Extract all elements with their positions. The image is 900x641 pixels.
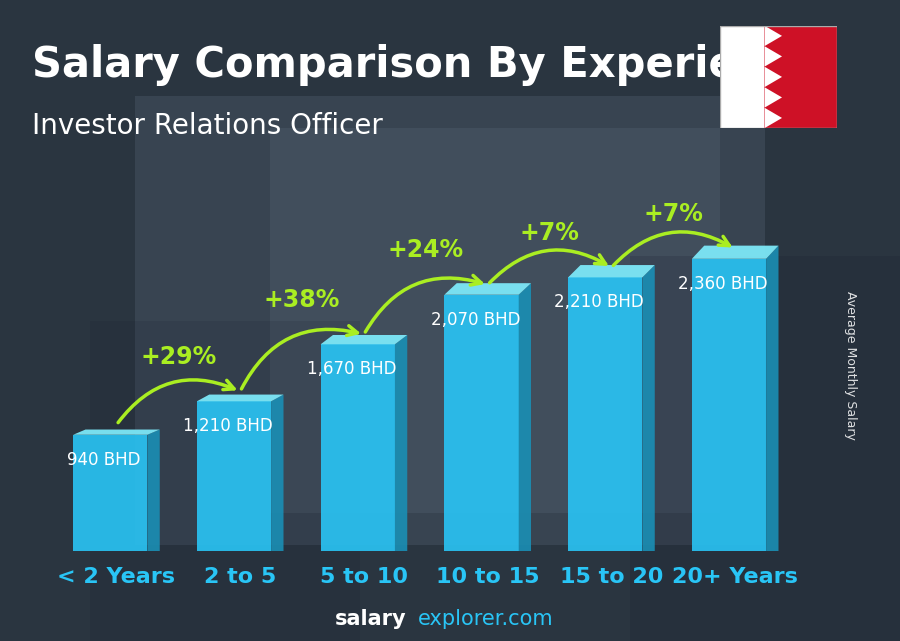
Text: +38%: +38%	[264, 288, 340, 312]
Text: Investor Relations Officer: Investor Relations Officer	[32, 112, 383, 140]
Text: +24%: +24%	[388, 238, 464, 262]
Polygon shape	[320, 335, 407, 344]
Bar	[73, 435, 148, 551]
Text: < 2 Years: < 2 Years	[58, 567, 176, 587]
Text: 2 to 5: 2 to 5	[204, 567, 276, 587]
Polygon shape	[764, 87, 782, 108]
Bar	[630, 256, 900, 641]
Text: 1,670 BHD: 1,670 BHD	[307, 360, 396, 378]
Bar	[692, 259, 766, 551]
Polygon shape	[764, 26, 782, 46]
Bar	[135, 96, 765, 545]
Polygon shape	[643, 265, 654, 551]
FancyArrowPatch shape	[490, 250, 606, 283]
Polygon shape	[445, 283, 531, 295]
Bar	[90, 320, 360, 641]
Text: +7%: +7%	[644, 202, 703, 226]
Polygon shape	[764, 46, 782, 67]
Polygon shape	[764, 67, 782, 87]
FancyArrowPatch shape	[241, 326, 357, 389]
Text: 1,210 BHD: 1,210 BHD	[183, 417, 273, 435]
Text: 10 to 15: 10 to 15	[436, 567, 539, 587]
Bar	[568, 278, 643, 551]
Text: explorer.com: explorer.com	[418, 608, 554, 629]
Text: +29%: +29%	[140, 345, 216, 369]
Text: 2,070 BHD: 2,070 BHD	[430, 311, 520, 329]
Bar	[764, 26, 837, 128]
Text: Salary Comparison By Experience: Salary Comparison By Experience	[32, 44, 820, 86]
Polygon shape	[395, 335, 407, 551]
Polygon shape	[766, 246, 778, 551]
FancyArrowPatch shape	[365, 276, 482, 332]
Bar	[270, 128, 720, 513]
Polygon shape	[197, 395, 284, 401]
FancyArrowPatch shape	[613, 232, 729, 265]
Bar	[197, 401, 271, 551]
Text: 20+ Years: 20+ Years	[672, 567, 798, 587]
Polygon shape	[692, 246, 778, 259]
FancyArrowPatch shape	[118, 380, 234, 422]
Text: 940 BHD: 940 BHD	[68, 451, 140, 469]
Text: 2,210 BHD: 2,210 BHD	[554, 294, 644, 312]
Text: Average Monthly Salary: Average Monthly Salary	[844, 291, 857, 440]
Bar	[445, 295, 518, 551]
Text: salary: salary	[335, 608, 407, 629]
Text: 2,360 BHD: 2,360 BHD	[678, 275, 768, 293]
Polygon shape	[568, 265, 654, 278]
Polygon shape	[148, 429, 160, 551]
Bar	[320, 344, 395, 551]
Text: +7%: +7%	[519, 221, 580, 245]
Polygon shape	[73, 429, 160, 435]
Polygon shape	[518, 283, 531, 551]
Polygon shape	[271, 395, 284, 551]
Text: 5 to 10: 5 to 10	[320, 567, 408, 587]
Text: 15 to 20: 15 to 20	[560, 567, 663, 587]
Polygon shape	[764, 108, 782, 128]
